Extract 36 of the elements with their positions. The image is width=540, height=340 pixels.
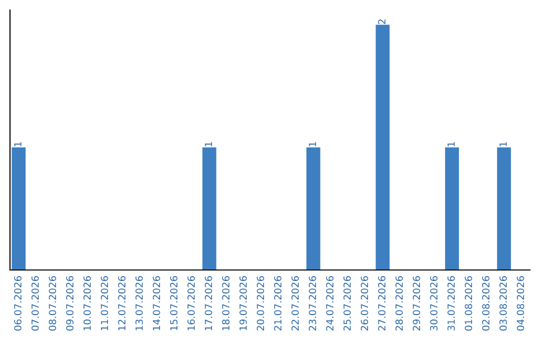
x-tick-label: 17.07.2026: [204, 276, 212, 330]
x-tick-label: 01.08.2026: [464, 276, 472, 331]
x-tick-label: 09.07.2026: [66, 276, 74, 331]
x-tick-label: 15.07.2026: [170, 276, 178, 330]
data-label: 1: [448, 142, 455, 146]
x-tick-label: 24.07.2026: [326, 276, 334, 331]
x-tick-label: 16.07.2026: [187, 276, 195, 330]
x-tick-label: 20.07.2026: [256, 276, 264, 331]
x-tick-label: 10.07.2026: [83, 276, 91, 330]
data-label: 1: [14, 142, 22, 146]
x-tick-label: 30.07.2026: [430, 276, 438, 330]
x-tick-label: 21.07.2026: [274, 276, 282, 331]
x-tick-label: 04.08.2026: [516, 276, 524, 331]
x-tick-label: 26.07.2026: [360, 276, 368, 331]
x-tick-label: 28.07.2026: [395, 276, 403, 331]
x-tick-label: 11.07.2026: [100, 276, 108, 330]
x-tick-label: 31.07.2026: [447, 276, 455, 330]
x-tick-label: 19.07.2026: [239, 276, 247, 330]
data-label: 1: [204, 142, 212, 146]
data-label: 1: [500, 142, 507, 146]
x-tick-label: 08.07.2026: [48, 276, 56, 331]
x-tick-label: 25.07.2026: [343, 276, 351, 331]
x-tick-label: 07.07.2026: [31, 276, 39, 331]
x-tick-label: 02.08.2026: [482, 276, 490, 331]
data-label: 2: [378, 20, 386, 24]
x-tick-label: 12.07.2026: [118, 276, 126, 330]
x-tick-label: 14.07.2026: [152, 276, 160, 330]
x-tick-label: 18.07.2026: [222, 276, 230, 330]
x-tick-label: 29.07.2026: [412, 276, 420, 331]
x-tick-label: 27.07.2026: [378, 276, 386, 331]
x-tick-label: 06.07.2026: [14, 276, 22, 331]
x-tick-label: 23.07.2026: [308, 276, 316, 331]
x-tick-label: 13.07.2026: [135, 276, 143, 330]
x-tick-label: 22.07.2026: [291, 276, 299, 331]
x-tick-label: 03.08.2026: [499, 276, 507, 331]
data-label: 1: [308, 142, 316, 146]
